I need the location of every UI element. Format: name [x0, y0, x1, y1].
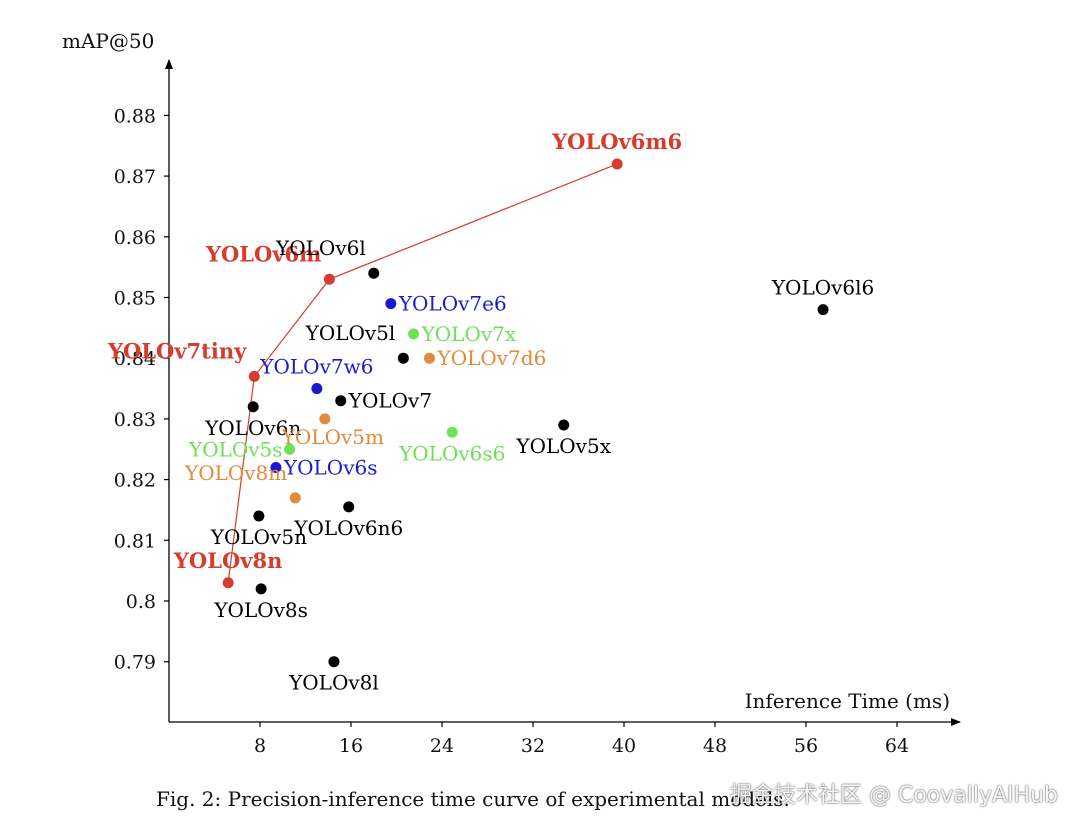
label-yolov8m: YOLOv8m	[184, 461, 287, 485]
x-tick-label: 64	[885, 735, 909, 757]
point-yolov8m	[289, 492, 301, 504]
label-yolov6n: YOLOv6n	[204, 416, 301, 440]
y-tick-label: 0.81	[114, 530, 156, 552]
data-point-labels: YOLOv6m6 YOLOv6m YOLOv7tiny YOLOv8n YOLOv6l Y…	[107, 129, 874, 695]
y-tick-label: 0.85	[114, 288, 156, 310]
point-yolov7w6	[311, 383, 323, 395]
y-tick-label: 0.8	[126, 591, 156, 613]
label-yolov6m6: YOLOv6m6	[551, 129, 682, 154]
label-yolov6l6: YOLOv6l6	[771, 276, 874, 300]
point-yolov8l	[328, 656, 340, 668]
point-yolov6m	[323, 273, 335, 285]
point-yolov6s6	[446, 426, 458, 438]
label-yolov5n: YOLOv5n	[210, 525, 307, 549]
label-yolov8l: YOLOv8l	[288, 671, 379, 695]
point-yolov5s	[284, 443, 296, 455]
label-yolov8n: YOLOv8n	[173, 548, 282, 573]
label-yolov5x: YOLOv5x	[515, 434, 611, 458]
point-yolov5x	[558, 419, 570, 431]
y-tick-label: 0.88	[114, 105, 156, 127]
y-tick-label: 0.79	[114, 652, 156, 674]
label-yolov7x: YOLOv7x	[421, 322, 517, 346]
data-points	[222, 158, 829, 668]
label-yolov7w6: YOLOv7w6	[259, 355, 373, 379]
point-yolov8s	[255, 583, 267, 595]
point-yolov7	[335, 395, 347, 407]
y-tick-label: 0.87	[114, 166, 156, 188]
point-yolov7d6	[423, 352, 435, 364]
y-ticks: 0.79 0.8 0.81 0.82 0.83 0.84 0.85 0.86 0.87 0.88	[114, 105, 169, 674]
x-axis-label: Inference Time (ms)	[745, 689, 950, 713]
x-tick-label: 24	[430, 735, 454, 757]
label-yolov5m: YOLOv5m	[281, 425, 384, 449]
point-yolov6l6	[817, 304, 829, 316]
label-yolov7d6: YOLOv7d6	[436, 346, 546, 370]
point-yolov6m6	[611, 158, 623, 170]
y-axis-label: mAP@50	[62, 29, 154, 53]
y-tick-label: 0.84	[114, 348, 156, 370]
point-yolov6n6	[343, 501, 355, 513]
x-ticks: 8 16 24 32 40 48 56 64	[254, 722, 909, 757]
point-yolov7tiny	[248, 370, 260, 382]
x-tick-label: 40	[612, 735, 636, 757]
x-tick-label: 48	[703, 735, 727, 757]
point-yolov6s	[270, 461, 282, 473]
y-tick-label: 0.83	[114, 409, 156, 431]
label-yolov6s: YOLOv6s	[283, 455, 378, 479]
label-yolov7: YOLOv7	[348, 389, 432, 413]
pareto-frontier-line	[227, 163, 618, 583]
label-yolov6s6: YOLOv6s6	[398, 441, 505, 465]
label-yolov6m: YOLOv6m	[205, 241, 321, 266]
watermark-text: 掘金技术社区 @ CoovallyAIHub	[729, 783, 1058, 808]
point-yolov7e6	[385, 298, 397, 310]
label-yolov6n6: YOLOv6n6	[293, 516, 403, 540]
point-yolov5m	[319, 413, 331, 425]
label-yolov8s: YOLOv8s	[213, 598, 308, 622]
figure-caption: Fig. 2: Precision-inference time curve o…	[156, 787, 790, 811]
label-yolov7e6: YOLOv7e6	[398, 292, 507, 316]
y-tick-label: 0.82	[114, 470, 156, 492]
label-yolov7tiny: YOLOv7tiny	[107, 338, 247, 363]
x-tick-label: 8	[254, 735, 266, 757]
point-yolov7x	[408, 328, 420, 340]
label-yolov5s: YOLOv5s	[188, 437, 283, 461]
x-tick-label: 56	[794, 735, 818, 757]
y-tick-label: 0.86	[114, 227, 156, 249]
x-tick-label: 16	[339, 735, 363, 757]
label-yolov5l: YOLOv5l	[305, 321, 396, 345]
label-yolov6l: YOLOv6l	[275, 236, 366, 260]
point-yolov5l	[397, 352, 409, 364]
x-tick-label: 32	[521, 735, 545, 757]
point-yolov6n	[247, 401, 259, 413]
point-yolov5n	[253, 510, 265, 522]
point-yolov8n	[222, 577, 234, 589]
point-yolov6l	[368, 267, 380, 279]
